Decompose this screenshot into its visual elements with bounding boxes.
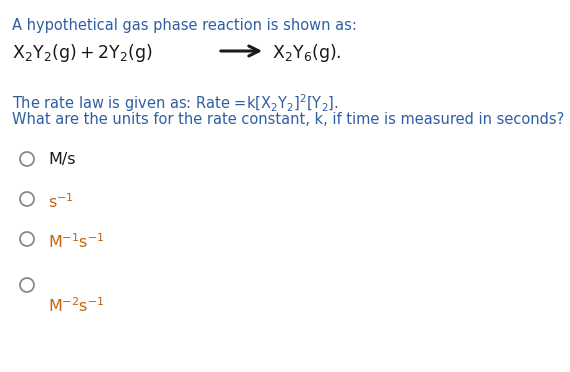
Text: A hypothetical gas phase reaction is shown as:: A hypothetical gas phase reaction is sho… bbox=[12, 18, 357, 33]
Text: M$^{-1}$s$^{-1}$: M$^{-1}$s$^{-1}$ bbox=[48, 232, 105, 251]
Text: What are the units for the rate constant, k, if time is measured in seconds?: What are the units for the rate constant… bbox=[12, 112, 564, 127]
Text: $\mathregular{X_2Y_6(g).}$: $\mathregular{X_2Y_6(g).}$ bbox=[272, 42, 341, 64]
Text: s$^{-1}$: s$^{-1}$ bbox=[48, 192, 74, 211]
Text: $\mathregular{X_2Y_2(g) + 2Y_2(g)}$: $\mathregular{X_2Y_2(g) + 2Y_2(g)}$ bbox=[12, 42, 152, 64]
Text: M$^{-2}$s$^{-1}$: M$^{-2}$s$^{-1}$ bbox=[48, 296, 105, 315]
Text: M/s: M/s bbox=[48, 152, 75, 167]
Text: The rate law is given as: Rate =k$\mathregular{[X_2Y_2]^2[Y_2]}$.: The rate law is given as: Rate =k$\mathr… bbox=[12, 92, 339, 114]
